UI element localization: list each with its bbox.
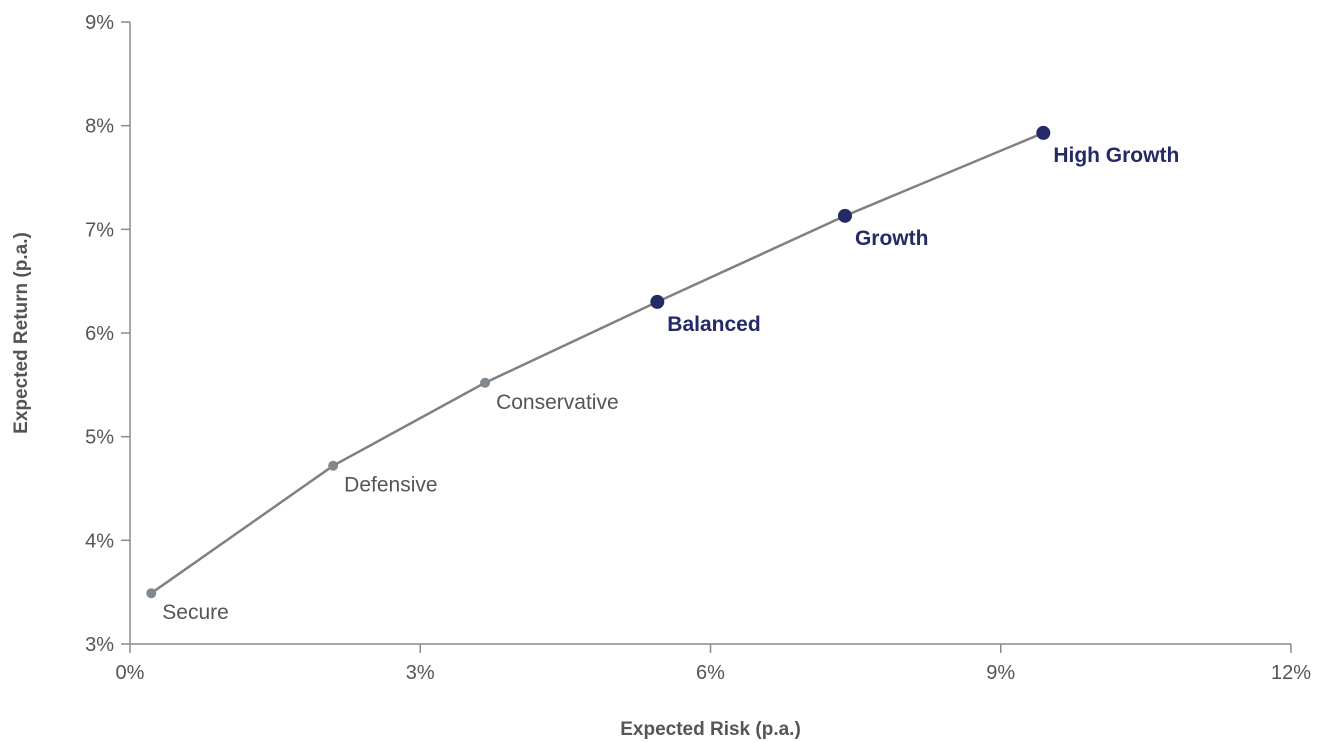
x-tick-label: 9% [986, 662, 1015, 684]
data-label-high-growth: High Growth [1053, 144, 1179, 167]
y-tick-label: 6% [85, 323, 114, 345]
y-tick-label: 8% [85, 116, 114, 138]
data-points: Secure Defensive Conservative Balanced Growt… [146, 125, 1179, 624]
x-axis-ticks: 0% 3% 6% 9% 12% [116, 644, 1311, 684]
x-tick-label: 12% [1271, 662, 1311, 684]
x-axis-title: Expected Risk (p.a.) [620, 719, 801, 740]
series-line [150, 131, 1044, 595]
data-label-growth: Growth [855, 227, 929, 250]
x-tick-label: 6% [696, 662, 725, 684]
y-tick-label: 5% [85, 427, 114, 449]
data-point-defensive [328, 460, 339, 471]
x-tick-label: 0% [116, 662, 145, 684]
data-point-balanced [650, 294, 665, 309]
data-label-defensive: Defensive [344, 474, 437, 497]
y-tick-label: 9% [85, 12, 114, 34]
data-point-conservative [480, 377, 491, 388]
data-point-secure [146, 588, 157, 599]
data-label-balanced: Balanced [667, 313, 760, 336]
y-axis-ticks: 3% 4% 5% 6% 7% 8% 9% [85, 12, 130, 656]
y-tick-label: 4% [85, 530, 114, 552]
y-tick-label: 3% [85, 634, 114, 656]
y-axis-title: Expected Return (p.a.) [11, 232, 32, 434]
x-tick-label: 3% [406, 662, 435, 684]
data-point-growth [837, 208, 852, 223]
data-label-secure: Secure [162, 601, 229, 624]
y-tick-label: 7% [85, 219, 114, 241]
data-point-high-growth [1036, 125, 1051, 140]
data-label-conservative: Conservative [496, 391, 619, 414]
